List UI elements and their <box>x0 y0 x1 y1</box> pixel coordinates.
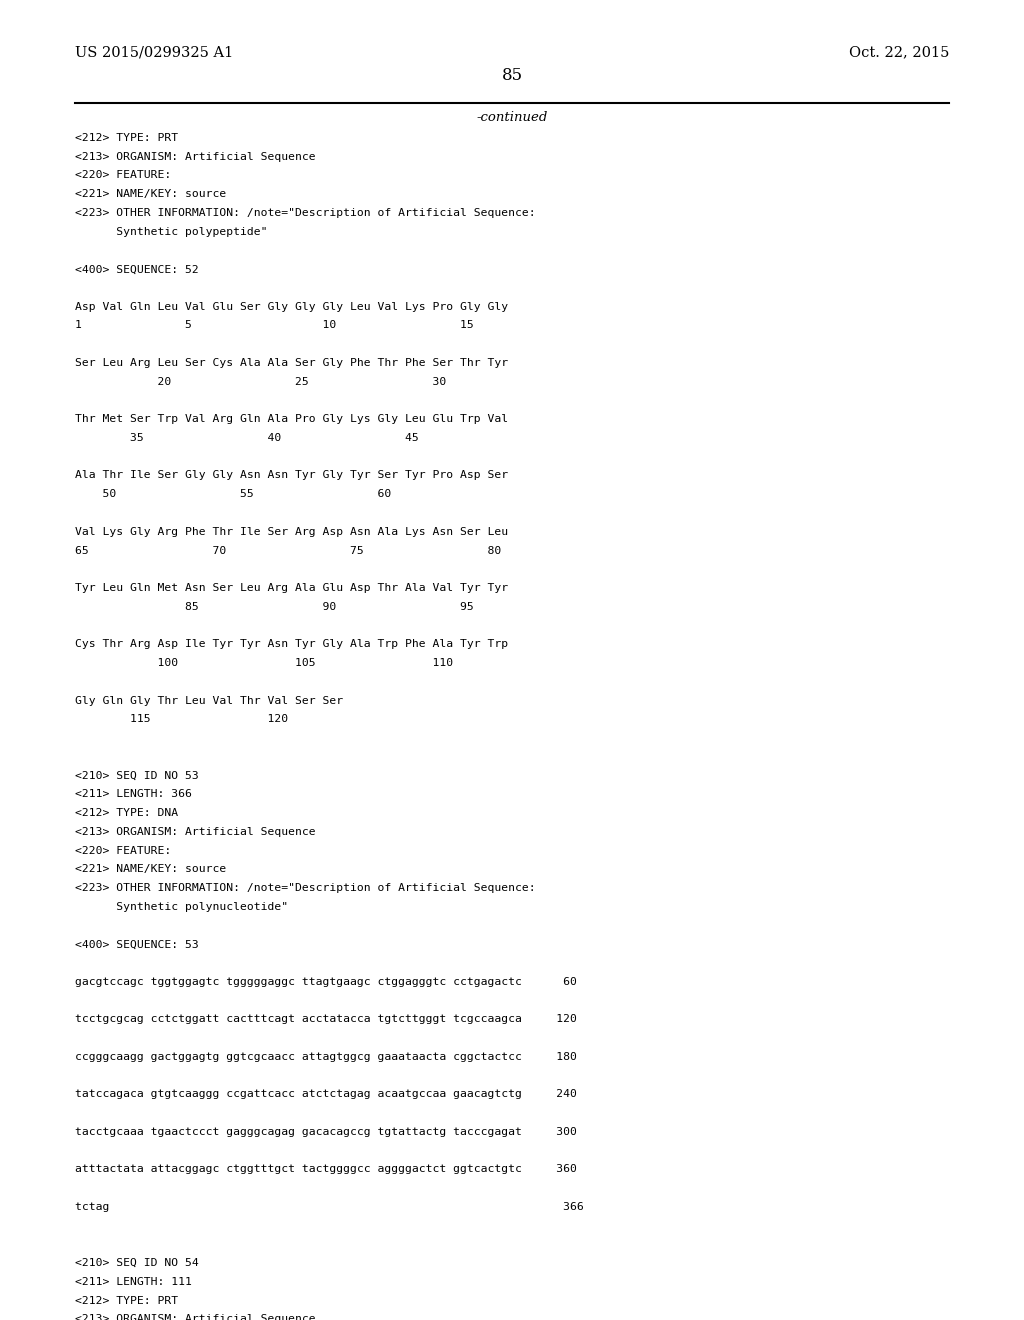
Text: <210> SEQ ID NO 54: <210> SEQ ID NO 54 <box>75 1258 199 1269</box>
Text: <213> ORGANISM: Artificial Sequence: <213> ORGANISM: Artificial Sequence <box>75 1315 315 1320</box>
Text: -continued: -continued <box>476 111 548 124</box>
Text: 35                  40                  45: 35 40 45 <box>75 433 419 444</box>
Text: <400> SEQUENCE: 53: <400> SEQUENCE: 53 <box>75 940 199 949</box>
Text: <221> NAME/KEY: source: <221> NAME/KEY: source <box>75 189 226 199</box>
Text: Synthetic polynucleotide": Synthetic polynucleotide" <box>75 902 288 912</box>
Text: <211> LENGTH: 366: <211> LENGTH: 366 <box>75 789 191 799</box>
Text: Tyr Leu Gln Met Asn Ser Leu Arg Ala Glu Asp Thr Ala Val Tyr Tyr: Tyr Leu Gln Met Asn Ser Leu Arg Ala Glu … <box>75 583 508 593</box>
Text: atttactata attacggagc ctggtttgct tactggggcc aggggactct ggtcactgtc     360: atttactata attacggagc ctggtttgct tactggg… <box>75 1164 577 1175</box>
Text: Oct. 22, 2015: Oct. 22, 2015 <box>849 45 949 59</box>
Text: Synthetic polypeptide": Synthetic polypeptide" <box>75 227 267 236</box>
Text: 100                 105                 110: 100 105 110 <box>75 657 454 668</box>
Text: <211> LENGTH: 111: <211> LENGTH: 111 <box>75 1276 191 1287</box>
Text: US 2015/0299325 A1: US 2015/0299325 A1 <box>75 45 233 59</box>
Text: Ala Thr Ile Ser Gly Gly Asn Asn Tyr Gly Tyr Ser Tyr Pro Asp Ser: Ala Thr Ile Ser Gly Gly Asn Asn Tyr Gly … <box>75 470 508 480</box>
Text: <400> SEQUENCE: 52: <400> SEQUENCE: 52 <box>75 264 199 275</box>
Text: <223> OTHER INFORMATION: /note="Description of Artificial Sequence:: <223> OTHER INFORMATION: /note="Descript… <box>75 883 536 894</box>
Text: Ser Leu Arg Leu Ser Cys Ala Ala Ser Gly Phe Thr Phe Ser Thr Tyr: Ser Leu Arg Leu Ser Cys Ala Ala Ser Gly … <box>75 358 508 368</box>
Text: 1               5                   10                  15: 1 5 10 15 <box>75 321 474 330</box>
Text: <212> TYPE: PRT: <212> TYPE: PRT <box>75 133 178 143</box>
Text: tcctgcgcag cctctggatt cactttcagt acctatacca tgtcttgggt tcgccaagca     120: tcctgcgcag cctctggatt cactttcagt acctata… <box>75 1014 577 1024</box>
Text: 85: 85 <box>502 67 522 84</box>
Text: Val Lys Gly Arg Phe Thr Ile Ser Arg Asp Asn Ala Lys Asn Ser Leu: Val Lys Gly Arg Phe Thr Ile Ser Arg Asp … <box>75 527 508 537</box>
Text: tacctgcaaa tgaactccct gagggcagag gacacagccg tgtattactg tacccgagat     300: tacctgcaaa tgaactccct gagggcagag gacacag… <box>75 1127 577 1137</box>
Text: tatccagaca gtgtcaaggg ccgattcacc atctctagag acaatgccaa gaacagtctg     240: tatccagaca gtgtcaaggg ccgattcacc atctcta… <box>75 1089 577 1100</box>
Text: gacgtccagc tggtggagtc tgggggaggc ttagtgaagc ctggagggtc cctgagactc      60: gacgtccagc tggtggagtc tgggggaggc ttagtga… <box>75 977 577 987</box>
Text: <212> TYPE: PRT: <212> TYPE: PRT <box>75 1295 178 1305</box>
Text: 115                 120: 115 120 <box>75 714 288 725</box>
Text: Asp Val Gln Leu Val Glu Ser Gly Gly Gly Leu Val Lys Pro Gly Gly: Asp Val Gln Leu Val Glu Ser Gly Gly Gly … <box>75 302 508 312</box>
Text: 85                  90                  95: 85 90 95 <box>75 602 474 611</box>
Text: ccgggcaagg gactggagtg ggtcgcaacc attagtggcg gaaataacta cggctactcc     180: ccgggcaagg gactggagtg ggtcgcaacc attagtg… <box>75 1052 577 1061</box>
Text: <210> SEQ ID NO 53: <210> SEQ ID NO 53 <box>75 771 199 780</box>
Text: <220> FEATURE:: <220> FEATURE: <box>75 846 171 855</box>
Text: tctag                                                                  366: tctag 366 <box>75 1201 584 1212</box>
Text: 50                  55                  60: 50 55 60 <box>75 490 391 499</box>
Text: <220> FEATURE:: <220> FEATURE: <box>75 170 171 181</box>
Text: <223> OTHER INFORMATION: /note="Description of Artificial Sequence:: <223> OTHER INFORMATION: /note="Descript… <box>75 209 536 218</box>
Text: <213> ORGANISM: Artificial Sequence: <213> ORGANISM: Artificial Sequence <box>75 152 315 162</box>
Text: <213> ORGANISM: Artificial Sequence: <213> ORGANISM: Artificial Sequence <box>75 826 315 837</box>
Text: 20                  25                  30: 20 25 30 <box>75 376 446 387</box>
Text: <221> NAME/KEY: source: <221> NAME/KEY: source <box>75 865 226 874</box>
Text: Thr Met Ser Trp Val Arg Gln Ala Pro Gly Lys Gly Leu Glu Trp Val: Thr Met Ser Trp Val Arg Gln Ala Pro Gly … <box>75 414 508 424</box>
Text: Gly Gln Gly Thr Leu Val Thr Val Ser Ser: Gly Gln Gly Thr Leu Val Thr Val Ser Ser <box>75 696 343 705</box>
Text: Cys Thr Arg Asp Ile Tyr Tyr Asn Tyr Gly Ala Trp Phe Ala Tyr Trp: Cys Thr Arg Asp Ile Tyr Tyr Asn Tyr Gly … <box>75 639 508 649</box>
Text: <212> TYPE: DNA: <212> TYPE: DNA <box>75 808 178 818</box>
Text: 65                  70                  75                  80: 65 70 75 80 <box>75 545 502 556</box>
